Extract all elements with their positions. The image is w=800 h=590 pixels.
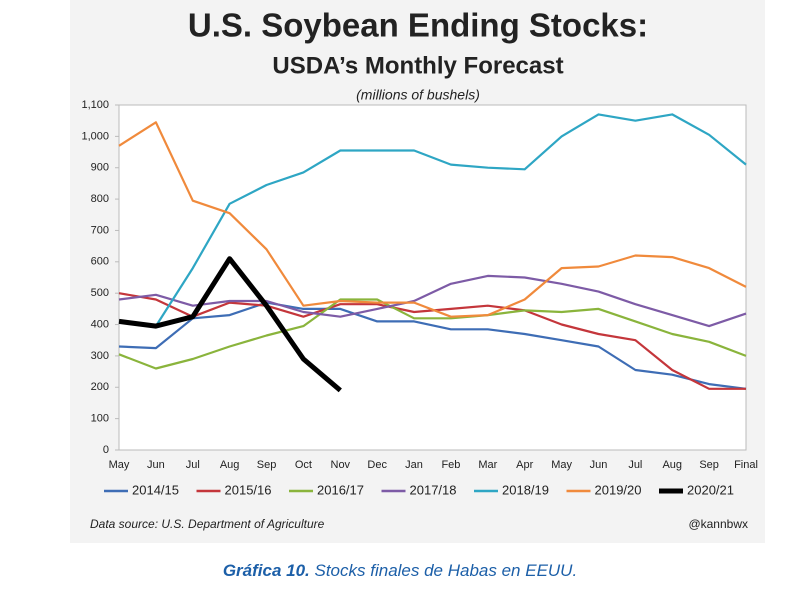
x-tick-label: Dec	[367, 459, 387, 471]
series-line	[118, 121, 747, 318]
legend-label: 2014/15	[132, 482, 179, 497]
chart: U.S. Soybean Ending Stocks: USDA’s Month…	[70, 0, 765, 543]
x-tick-label: Sep	[257, 459, 277, 471]
series-line	[118, 298, 747, 370]
x-tick-label: Sep	[699, 459, 719, 471]
y-tick-label: 800	[91, 193, 109, 205]
x-tick-label: Final	[734, 459, 758, 471]
legend-label: 2015/16	[225, 482, 272, 497]
y-tick-label: 600	[91, 256, 109, 268]
plot-area	[118, 104, 747, 451]
y-tick-label: 1,000	[81, 130, 109, 142]
series-line	[118, 256, 342, 393]
x-tick-label: Jul	[628, 459, 642, 471]
y-axis-label: (millions of bushels)	[356, 87, 480, 103]
chart-subtitle: USDA’s Monthly Forecast	[272, 52, 563, 79]
x-tick-label: Jun	[590, 459, 608, 471]
legend-label: 2020/21	[687, 482, 734, 497]
x-tick-label: Oct	[295, 459, 312, 471]
x-tick-label: Aug	[662, 459, 682, 471]
x-tick-label: May	[109, 459, 130, 471]
x-tick-label: May	[551, 459, 572, 471]
y-tick-label: 100	[91, 413, 109, 425]
x-tick-label: Jun	[147, 459, 165, 471]
y-tick-label: 500	[91, 287, 109, 299]
y-tick-label: 300	[91, 350, 109, 362]
legend-label: 2017/18	[410, 482, 457, 497]
x-tick-label: Jul	[186, 459, 200, 471]
y-tick-label: 700	[91, 224, 109, 236]
x-tick-label: Nov	[331, 459, 351, 471]
legend-label: 2016/17	[317, 482, 364, 497]
y-tick-label: 900	[91, 162, 109, 174]
legend-label: 2018/19	[502, 482, 549, 497]
x-tick-label: Jan	[405, 459, 423, 471]
series-line	[118, 301, 747, 390]
source: Data source: U.S. Department of Agricult…	[90, 517, 325, 531]
y-tick-label: 1,100	[81, 99, 109, 111]
y-tick-label: 0	[103, 444, 109, 456]
caption-label: Gráfica 10.	[222, 561, 310, 580]
x-tick-label: Feb	[441, 459, 460, 471]
x-tick-label: Aug	[220, 459, 240, 471]
credit: @kannbwx	[688, 517, 748, 531]
legend-label: 2019/20	[595, 482, 642, 497]
x-tick-label: Mar	[478, 459, 497, 471]
caption-text: Stocks finales de Habas en EEUU.	[314, 561, 578, 580]
y-tick-label: 200	[91, 381, 109, 393]
series-line	[118, 274, 747, 328]
series-line	[118, 113, 747, 328]
caption: Gráfica 10. Stocks finales de Habas en E…	[0, 561, 800, 581]
x-tick-label: Apr	[516, 459, 533, 471]
y-tick-label: 400	[91, 318, 109, 330]
chart-title: U.S. Soybean Ending Stocks:	[188, 7, 648, 44]
